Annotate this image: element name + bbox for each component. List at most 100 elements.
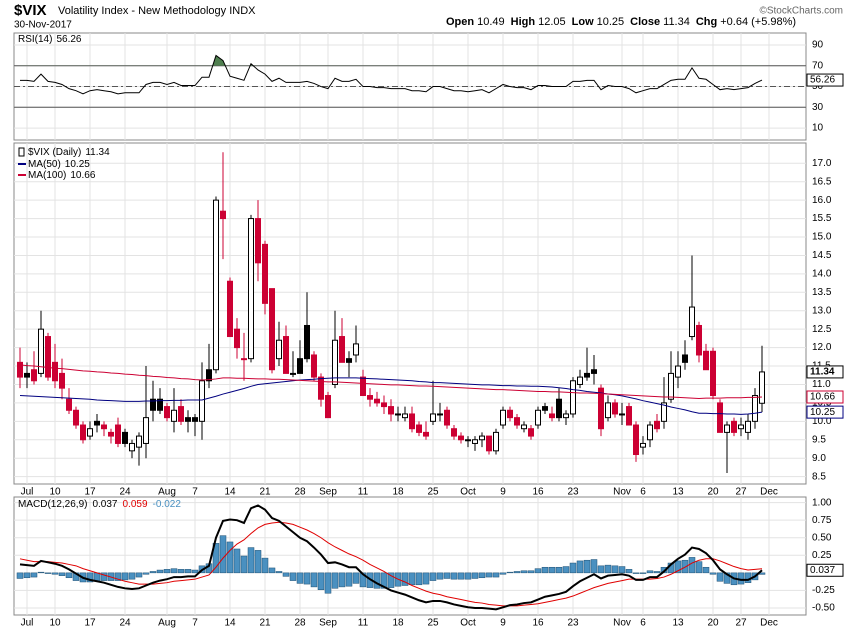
- candle-body: [717, 402, 723, 433]
- candle-body: [486, 435, 492, 452]
- x-tick-label: 6: [640, 618, 646, 629]
- candle-body: [66, 398, 72, 411]
- stat-label: Chg: [696, 16, 717, 28]
- y-tick-label: 13.5: [812, 287, 832, 298]
- histogram-bar: [142, 572, 150, 575]
- panel-frame: [13, 496, 807, 616]
- histogram-bar: [191, 569, 199, 574]
- candle-body: [129, 442, 135, 452]
- candle-body: [227, 280, 233, 338]
- candle-body: [388, 406, 394, 415]
- candle-body: [339, 336, 345, 363]
- histogram-bar: [709, 572, 717, 575]
- candle-body: [17, 361, 23, 378]
- candle-body: [549, 413, 555, 419]
- candle-body: [45, 336, 51, 378]
- histogram-bar: [317, 572, 325, 590]
- value-box-label: 10.66: [810, 392, 835, 403]
- histogram-bar: [275, 571, 283, 574]
- candle-body: [304, 324, 310, 360]
- histogram-bar: [16, 572, 24, 579]
- histogram-bar: [422, 572, 430, 585]
- candle-body: [409, 413, 415, 430]
- histogram-bar: [492, 572, 500, 578]
- histogram-bar: [464, 572, 472, 580]
- candle-body: [507, 409, 513, 419]
- x-tick-label: 11: [358, 618, 369, 629]
- value-box: [806, 563, 844, 577]
- histogram-bar: [450, 572, 458, 580]
- symbol: $VIX: [14, 2, 47, 19]
- stat-value: 11.34: [663, 16, 690, 28]
- histogram-bar: [695, 561, 703, 574]
- date: 30-Nov-2017: [14, 20, 72, 31]
- legend-name: MACD(12,26,9): [18, 499, 87, 510]
- histogram-bar: [261, 557, 269, 574]
- histogram-bar: [639, 572, 647, 574]
- candle-body: [626, 406, 632, 426]
- y-tick-label: 1.00: [812, 497, 832, 508]
- candle-body: [710, 350, 716, 397]
- histogram-bar: [184, 569, 192, 574]
- histogram-bar: [688, 557, 696, 574]
- x-tick-label: 27: [735, 487, 747, 498]
- x-tick-label: 9: [500, 618, 506, 629]
- legend-value: -0.022: [153, 499, 182, 510]
- histogram-bar: [723, 572, 731, 584]
- x-tick-label: Nov: [613, 487, 631, 498]
- histogram-bar: [128, 572, 136, 580]
- x-tick-label: Oct: [460, 487, 476, 498]
- stat-value: 10.25: [597, 16, 625, 28]
- candle-body: [682, 354, 688, 363]
- candle-body: [745, 420, 751, 433]
- y-tick-label: 16.5: [812, 176, 832, 187]
- x-tick-label: Dec: [760, 618, 778, 629]
- candle-body: [311, 354, 317, 378]
- x-tick-label: 16: [532, 618, 544, 629]
- candle-body: [577, 376, 583, 385]
- x-tick-label: Dec: [760, 487, 778, 498]
- candle-body: [689, 306, 695, 338]
- value-box-label: 56.26: [810, 75, 835, 86]
- candle-body: [423, 431, 429, 437]
- histogram-bar: [548, 566, 556, 574]
- candle-body: [325, 395, 331, 419]
- candle-body: [654, 420, 660, 430]
- candle-body: [108, 431, 114, 437]
- candle-body: [115, 424, 121, 444]
- candle-body: [647, 424, 653, 441]
- legend-name: MA(100): [28, 170, 66, 181]
- histogram-bar: [135, 572, 143, 578]
- legend-value: 11.34: [85, 147, 110, 158]
- histogram-bar: [30, 572, 38, 578]
- value-box-label: 10.25: [810, 407, 835, 418]
- histogram-bar: [555, 566, 563, 574]
- x-tick-label: Sep: [319, 487, 337, 498]
- value-box: [806, 73, 844, 87]
- histogram-bar: [345, 572, 353, 587]
- candle-body: [269, 288, 275, 371]
- candle-body: [346, 358, 352, 363]
- histogram-bar: [604, 564, 612, 574]
- stat-value: +0.64 (+5.98%): [720, 16, 796, 28]
- histogram-bar: [457, 572, 465, 580]
- y-tick-label: 9.5: [812, 434, 826, 445]
- candle-body: [605, 402, 611, 419]
- histogram-bar: [499, 572, 507, 575]
- candle-body: [493, 431, 499, 452]
- histogram-bar: [576, 560, 584, 574]
- x-tick-label: 27: [735, 618, 747, 629]
- y-tick-label: 14.5: [812, 250, 832, 261]
- histogram-bar: [338, 572, 346, 588]
- histogram-bar: [408, 572, 416, 586]
- candle-body: [80, 424, 86, 441]
- x-tick-label: 17: [84, 487, 96, 498]
- legend-value: 0.059: [123, 499, 148, 510]
- histogram-bar: [534, 568, 542, 574]
- legend-entry: MA(50) 10.25: [28, 159, 90, 170]
- candle-body: [199, 380, 205, 422]
- y-tick-label: 9.0: [812, 453, 826, 464]
- ma-line: [19, 377, 763, 415]
- legend-name: RSI(14): [18, 34, 52, 45]
- histogram-bar: [611, 565, 619, 574]
